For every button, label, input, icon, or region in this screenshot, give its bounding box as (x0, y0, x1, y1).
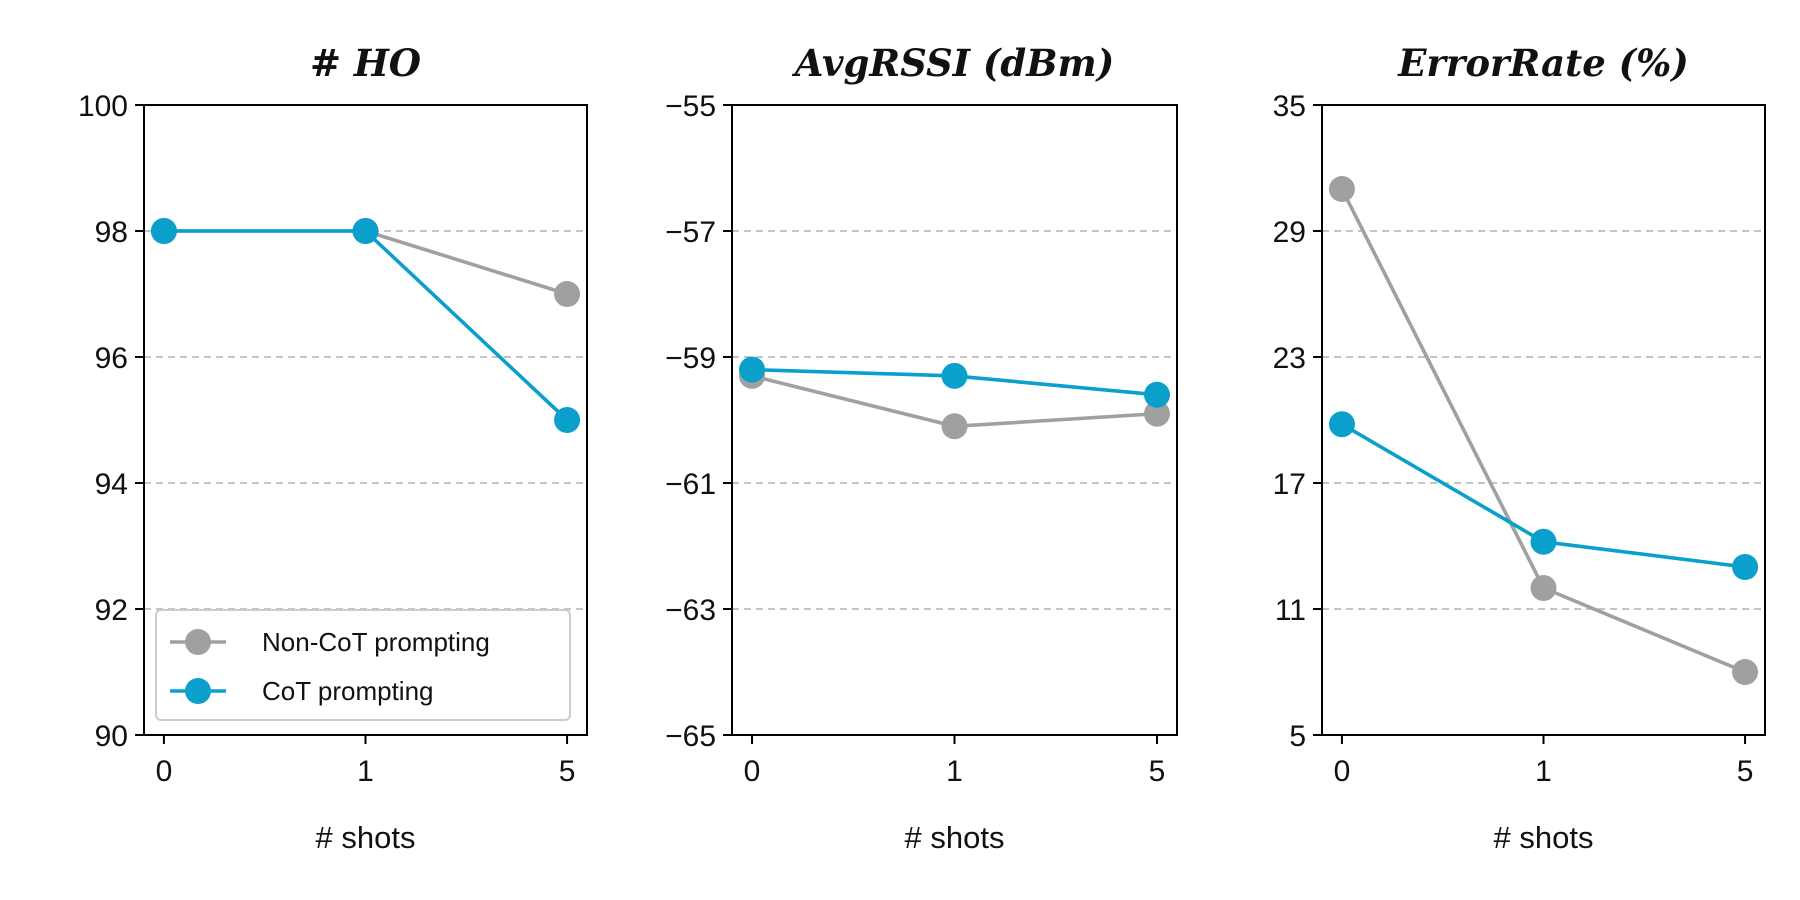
chart-panel-3: 5 11 17 23 29 35 0 1 5 ErrorRate (%) # shots (1273, 41, 1766, 855)
y-tick-label: 98 (95, 216, 128, 249)
panel-title: ErrorRate (%) (1397, 41, 1689, 85)
chart-panel-1: 90 92 94 96 98 100 0 1 5 # HO # shots Non-CoT promp… (78, 41, 588, 855)
x-axis-label: # shots (1494, 820, 1594, 855)
series-line-cot-prompting (163, 229, 569, 422)
data-point-cot-prompting (1143, 381, 1170, 408)
data-point-cot-prompting (1732, 554, 1759, 580)
legend-marker-non-cot-prompting (185, 629, 211, 655)
data-point-non-cot-prompting (1530, 575, 1557, 601)
y-tick-label: −59 (665, 342, 716, 375)
x-tick-label: 0 (744, 755, 761, 788)
panel-title: # HO (310, 41, 421, 85)
y-tick-label: 92 (95, 594, 128, 627)
legend: Non-CoT prompting CoT prompting (155, 609, 571, 721)
plot-frame (1321, 104, 1766, 736)
x-tick-label: 5 (1737, 755, 1754, 788)
y-tick-label: 90 (95, 720, 128, 753)
x-tick-label: 5 (559, 755, 576, 788)
legend-label-cot-prompting: CoT prompting (262, 676, 434, 706)
chart-panel-2: −65 −63 −61 −59 −57 −55 0 1 5 AvgRSSI (dBm) # shot… (665, 41, 1178, 855)
x-tick-label: 0 (1334, 755, 1351, 788)
y-tick-label: 5 (1289, 720, 1306, 753)
x-tick-label: 1 (946, 755, 963, 788)
x-axis-label: # shots (905, 820, 1005, 855)
data-point-cot-prompting (1530, 528, 1557, 555)
x-tick-label: 1 (357, 755, 374, 788)
panel-title: AvgRSSI (dBm) (792, 41, 1114, 85)
data-point-cot-prompting (352, 218, 379, 244)
data-point-cot-prompting (739, 356, 766, 383)
data-point-cot-prompting (941, 362, 968, 389)
data-point-non-cot-prompting (1732, 659, 1759, 685)
y-tick-label: 94 (95, 468, 128, 501)
x-axis-label: # shots (316, 820, 416, 855)
legend-box (155, 609, 571, 721)
data-point-non-cot-prompting (941, 413, 968, 440)
data-point-cot-prompting (150, 218, 177, 244)
y-tick-label: −65 (665, 720, 716, 753)
y-tick-label: −57 (665, 216, 716, 249)
y-tick-label: 29 (1273, 216, 1306, 249)
x-tick-label: 0 (156, 755, 173, 788)
y-tick-label: 23 (1273, 342, 1306, 375)
data-point-non-cot-prompting (1328, 176, 1355, 202)
y-tick-label: 11 (1275, 594, 1306, 627)
data-point-non-cot-prompting (554, 281, 581, 307)
data-point-cot-prompting (1328, 411, 1355, 438)
legend-label-non-cot-prompting: Non-CoT prompting (262, 627, 490, 657)
x-tick-label: 1 (1535, 755, 1552, 788)
y-tick-label: −63 (665, 594, 716, 627)
y-tick-label: −55 (665, 90, 716, 123)
y-tick-label: 35 (1273, 90, 1306, 123)
data-point-cot-prompting (554, 407, 581, 433)
y-tick-label: −61 (665, 468, 716, 501)
y-tick-label: 96 (95, 342, 128, 375)
data-point-non-cot-prompting (1143, 400, 1170, 427)
y-tick-label: 17 (1273, 468, 1306, 501)
legend-marker-cot-prompting (185, 678, 211, 704)
y-tick-label: 100 (78, 90, 128, 123)
x-tick-label: 5 (1149, 755, 1166, 788)
